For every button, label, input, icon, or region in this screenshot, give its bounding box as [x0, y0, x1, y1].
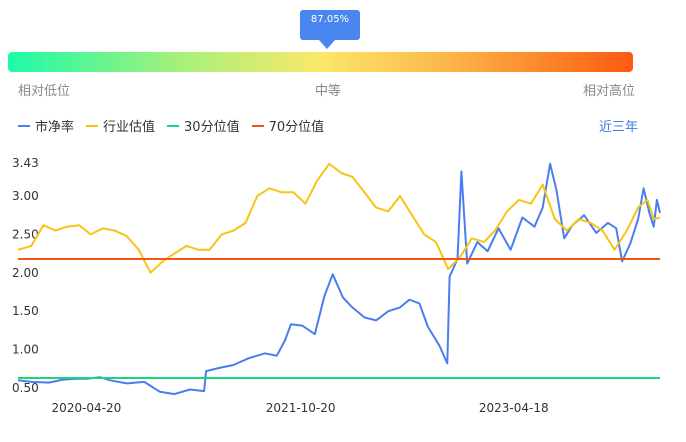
percentile-tooltip-arrow — [319, 40, 335, 49]
y-tick-label: 2.50 — [12, 227, 39, 241]
percentile-gauge-bar — [8, 52, 633, 72]
gauge-mid-label: 中等 — [315, 84, 342, 99]
legend-label-p70: 70分位值 — [268, 120, 325, 135]
legend-item-p70[interactable]: 70分位值 — [251, 116, 325, 135]
y-tick-label: 1.00 — [12, 343, 39, 357]
series-line-pb — [17, 162, 661, 396]
series-lines — [17, 162, 661, 396]
legend-item-pb[interactable]: 市净率 — [18, 116, 74, 135]
percentile-tooltip: 87.05% — [300, 10, 360, 40]
legend-label-pb: 市净率 — [35, 120, 75, 135]
y-axis-ticks: 0.50 1.00 1.50 2.00 2.50 3.00 3.43 — [12, 156, 39, 395]
y-tick-label: 1.50 — [12, 304, 39, 318]
legend-swatch-industry — [86, 124, 99, 127]
y-tick-label: 3.43 — [12, 156, 39, 170]
x-tick-label: 2020-04-20 — [52, 401, 122, 415]
y-tick-label: 3.00 — [12, 189, 39, 203]
series-line-industry — [17, 162, 661, 274]
x-tick-label: 2021-10-20 — [266, 401, 336, 415]
chart-legend: 市净率 行业估值 30分位值 70分位值 — [18, 116, 336, 135]
legend-item-industry[interactable]: 行业估值 — [86, 116, 155, 135]
legend-label-p30: 30分位值 — [184, 120, 240, 135]
gauge-high-label: 相对高位 — [583, 84, 636, 99]
y-tick-label: 2.00 — [12, 266, 39, 280]
gauge-low-label: 相对低位 — [18, 84, 71, 99]
range-selector-3y[interactable]: 近三年 — [599, 120, 639, 135]
percentile-value: 87.05% — [310, 14, 350, 25]
legend-item-p30[interactable]: 30分位值 — [167, 116, 240, 135]
legend-swatch-p70 — [251, 124, 264, 127]
legend-label-industry: 行业估值 — [103, 120, 156, 135]
x-axis-ticks: 2020-04-20 2021-10-20 2023-04-18 — [52, 401, 549, 415]
legend-swatch-pb — [18, 124, 30, 127]
x-tick-label: 2023-04-18 — [479, 401, 549, 415]
y-tick-label: 0.50 — [12, 381, 39, 395]
legend-swatch-p30 — [167, 124, 180, 127]
